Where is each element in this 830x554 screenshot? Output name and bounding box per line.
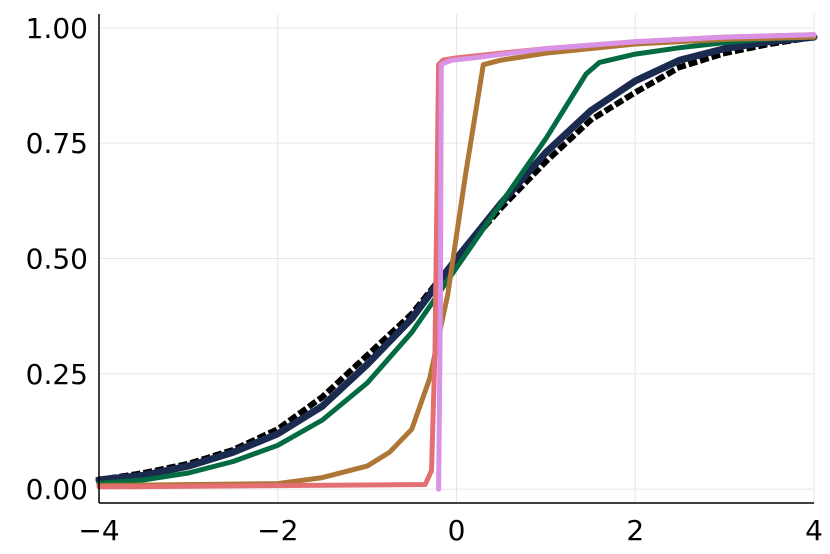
grid-lines <box>98 14 815 503</box>
axes <box>98 14 814 504</box>
series-line-3 <box>96 34 817 488</box>
x-tick-label: 0 <box>448 514 466 547</box>
tick-labels: −4 −2 0 2 4 0.00 0.25 0.50 0.75 1.00 <box>26 12 823 547</box>
x-tick-label: −4 <box>78 514 119 547</box>
y-tick-label: 0.00 <box>26 473 88 506</box>
series-line-1 <box>95 33 818 484</box>
series-lines <box>95 32 818 492</box>
series-line-2 <box>96 34 817 486</box>
x-tick-label: −2 <box>257 514 298 547</box>
y-tick-label: 1.00 <box>26 12 88 45</box>
y-tick-label: 0.75 <box>26 127 88 160</box>
y-tick-label: 0.25 <box>26 358 88 391</box>
x-tick-label: 4 <box>805 514 823 547</box>
x-tick-label: 2 <box>626 514 644 547</box>
series-line-5 <box>436 32 817 492</box>
y-tick-label: 0.50 <box>26 243 88 276</box>
